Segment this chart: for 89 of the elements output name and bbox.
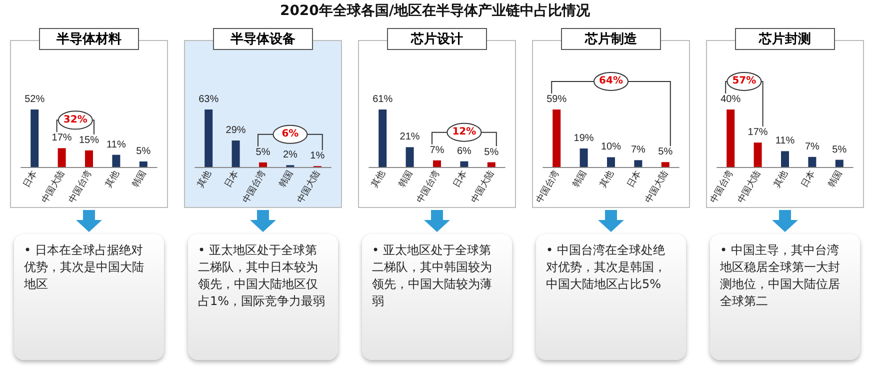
bar [58, 148, 66, 167]
text: • 中国主导，其中台湾地区稳居全球第一大封测地位，中国大陆位居全球第二 [710, 234, 860, 360]
bar [808, 156, 816, 167]
x-tick-label: 其他 [772, 168, 790, 190]
data-label: 2% [282, 150, 298, 161]
text: • 亚太地区处于全球第二梯队，其中日本较为领先，中国大陆地区仅占1%，国际竞争力最弱 [188, 234, 338, 360]
bar [85, 150, 93, 167]
x-tick-label: 中国台湾 [414, 168, 442, 205]
bar [460, 161, 468, 167]
chart-title: 半导体材料 [39, 28, 139, 50]
x-tick-label: 日本 [798, 168, 817, 190]
x-tick-label: 其他 [369, 168, 387, 190]
data-label: 52% [24, 94, 45, 105]
x-tick-label: 韩国 [276, 168, 295, 190]
bar [433, 160, 441, 167]
x-tick-label: 其他 [195, 168, 213, 190]
data-label: 5% [256, 146, 270, 158]
data-label: 29% [226, 125, 246, 136]
text: • 亚太地区处于全球第二梯队，其中韩国较为领先，中国大陆较为薄弱 [362, 234, 512, 360]
chart-title: 半导体设备 [213, 28, 313, 50]
bar [726, 109, 735, 167]
text: 2020年全球各国/地区在半导体产业链中占比情况 [278, 2, 592, 20]
data-label: 5% [484, 146, 499, 158]
x-tick-label: 韩国 [130, 168, 148, 190]
data-label: 10% [600, 142, 622, 153]
x-tick-label: 韩国 [396, 168, 414, 190]
x-tick-label: 日本 [450, 168, 469, 190]
x-tick-label: 中国台湾 [66, 168, 94, 205]
annotation: 12% [452, 126, 476, 138]
data-label: 61% [372, 94, 393, 105]
x-tick-label: 中国台湾 [240, 168, 268, 205]
chart-title: 芯片封测 [735, 28, 835, 50]
bar [607, 157, 615, 167]
data-label: 21% [400, 132, 420, 143]
chart-title: 芯片设计 [387, 28, 487, 50]
data-label: 6% [456, 146, 472, 157]
x-tick-label: 中国大陆 [295, 168, 322, 205]
x-tick-label: 其他 [102, 168, 121, 190]
data-label: 11% [106, 139, 126, 150]
data-label: 5% [832, 144, 847, 156]
bar [406, 147, 414, 167]
bar [204, 109, 213, 167]
text: • 日本在全球占据绝对优势，其次是中国大陆地区 [14, 234, 164, 360]
data-label: 5% [658, 146, 673, 158]
x-tick-label: 中国台湾 [708, 168, 735, 205]
chart-title: 芯片制造 [561, 28, 661, 50]
data-label: 5% [136, 146, 151, 157]
x-tick-label: 中国大陆 [643, 168, 670, 205]
data-label: 15% [78, 134, 100, 146]
data-label: 59% [546, 94, 567, 105]
bar [634, 160, 642, 167]
x-tick-label: 韩国 [826, 168, 844, 190]
x-tick-label: 日本 [21, 168, 39, 190]
bar [835, 160, 844, 167]
x-tick-label: 中国台湾 [534, 168, 561, 205]
bar [661, 162, 670, 167]
bar [259, 162, 267, 167]
text: • 中国台湾在全球处绝对优势，其次是韩国，中国大陆地区占比5% [536, 234, 686, 360]
bar [232, 140, 240, 167]
bar [112, 154, 120, 167]
data-label: 7% [804, 141, 820, 152]
text: 64% [599, 76, 623, 87]
x-tick-label: 韩国 [570, 168, 588, 190]
bar [30, 109, 39, 167]
annotation: 6% [282, 128, 299, 140]
x-tick-label: 中国大陆 [469, 168, 496, 205]
data-label: 7% [630, 144, 646, 156]
bar [552, 109, 561, 167]
data-label: 7% [430, 144, 444, 156]
bar [754, 142, 762, 167]
data-label: 40% [720, 94, 741, 105]
text: 57% [732, 76, 756, 87]
bar [580, 148, 588, 167]
data-label: 1% [310, 150, 325, 162]
x-tick-label: 中国大陆 [735, 168, 762, 205]
bar [781, 151, 789, 167]
data-label: 19% [574, 132, 594, 144]
x-tick-label: 日本 [624, 168, 643, 190]
x-tick-label: 日本 [222, 168, 240, 190]
bar [378, 109, 387, 167]
x-tick-label: 其他 [598, 168, 616, 190]
x-tick-label: 中国大陆 [39, 168, 66, 205]
data-label: 11% [775, 136, 795, 147]
annotation: 32% [63, 114, 88, 126]
data-label: 63% [198, 94, 219, 105]
data-label: 17% [748, 127, 768, 138]
data-label: 17% [52, 132, 72, 144]
bar [139, 161, 148, 167]
bar [487, 162, 496, 167]
